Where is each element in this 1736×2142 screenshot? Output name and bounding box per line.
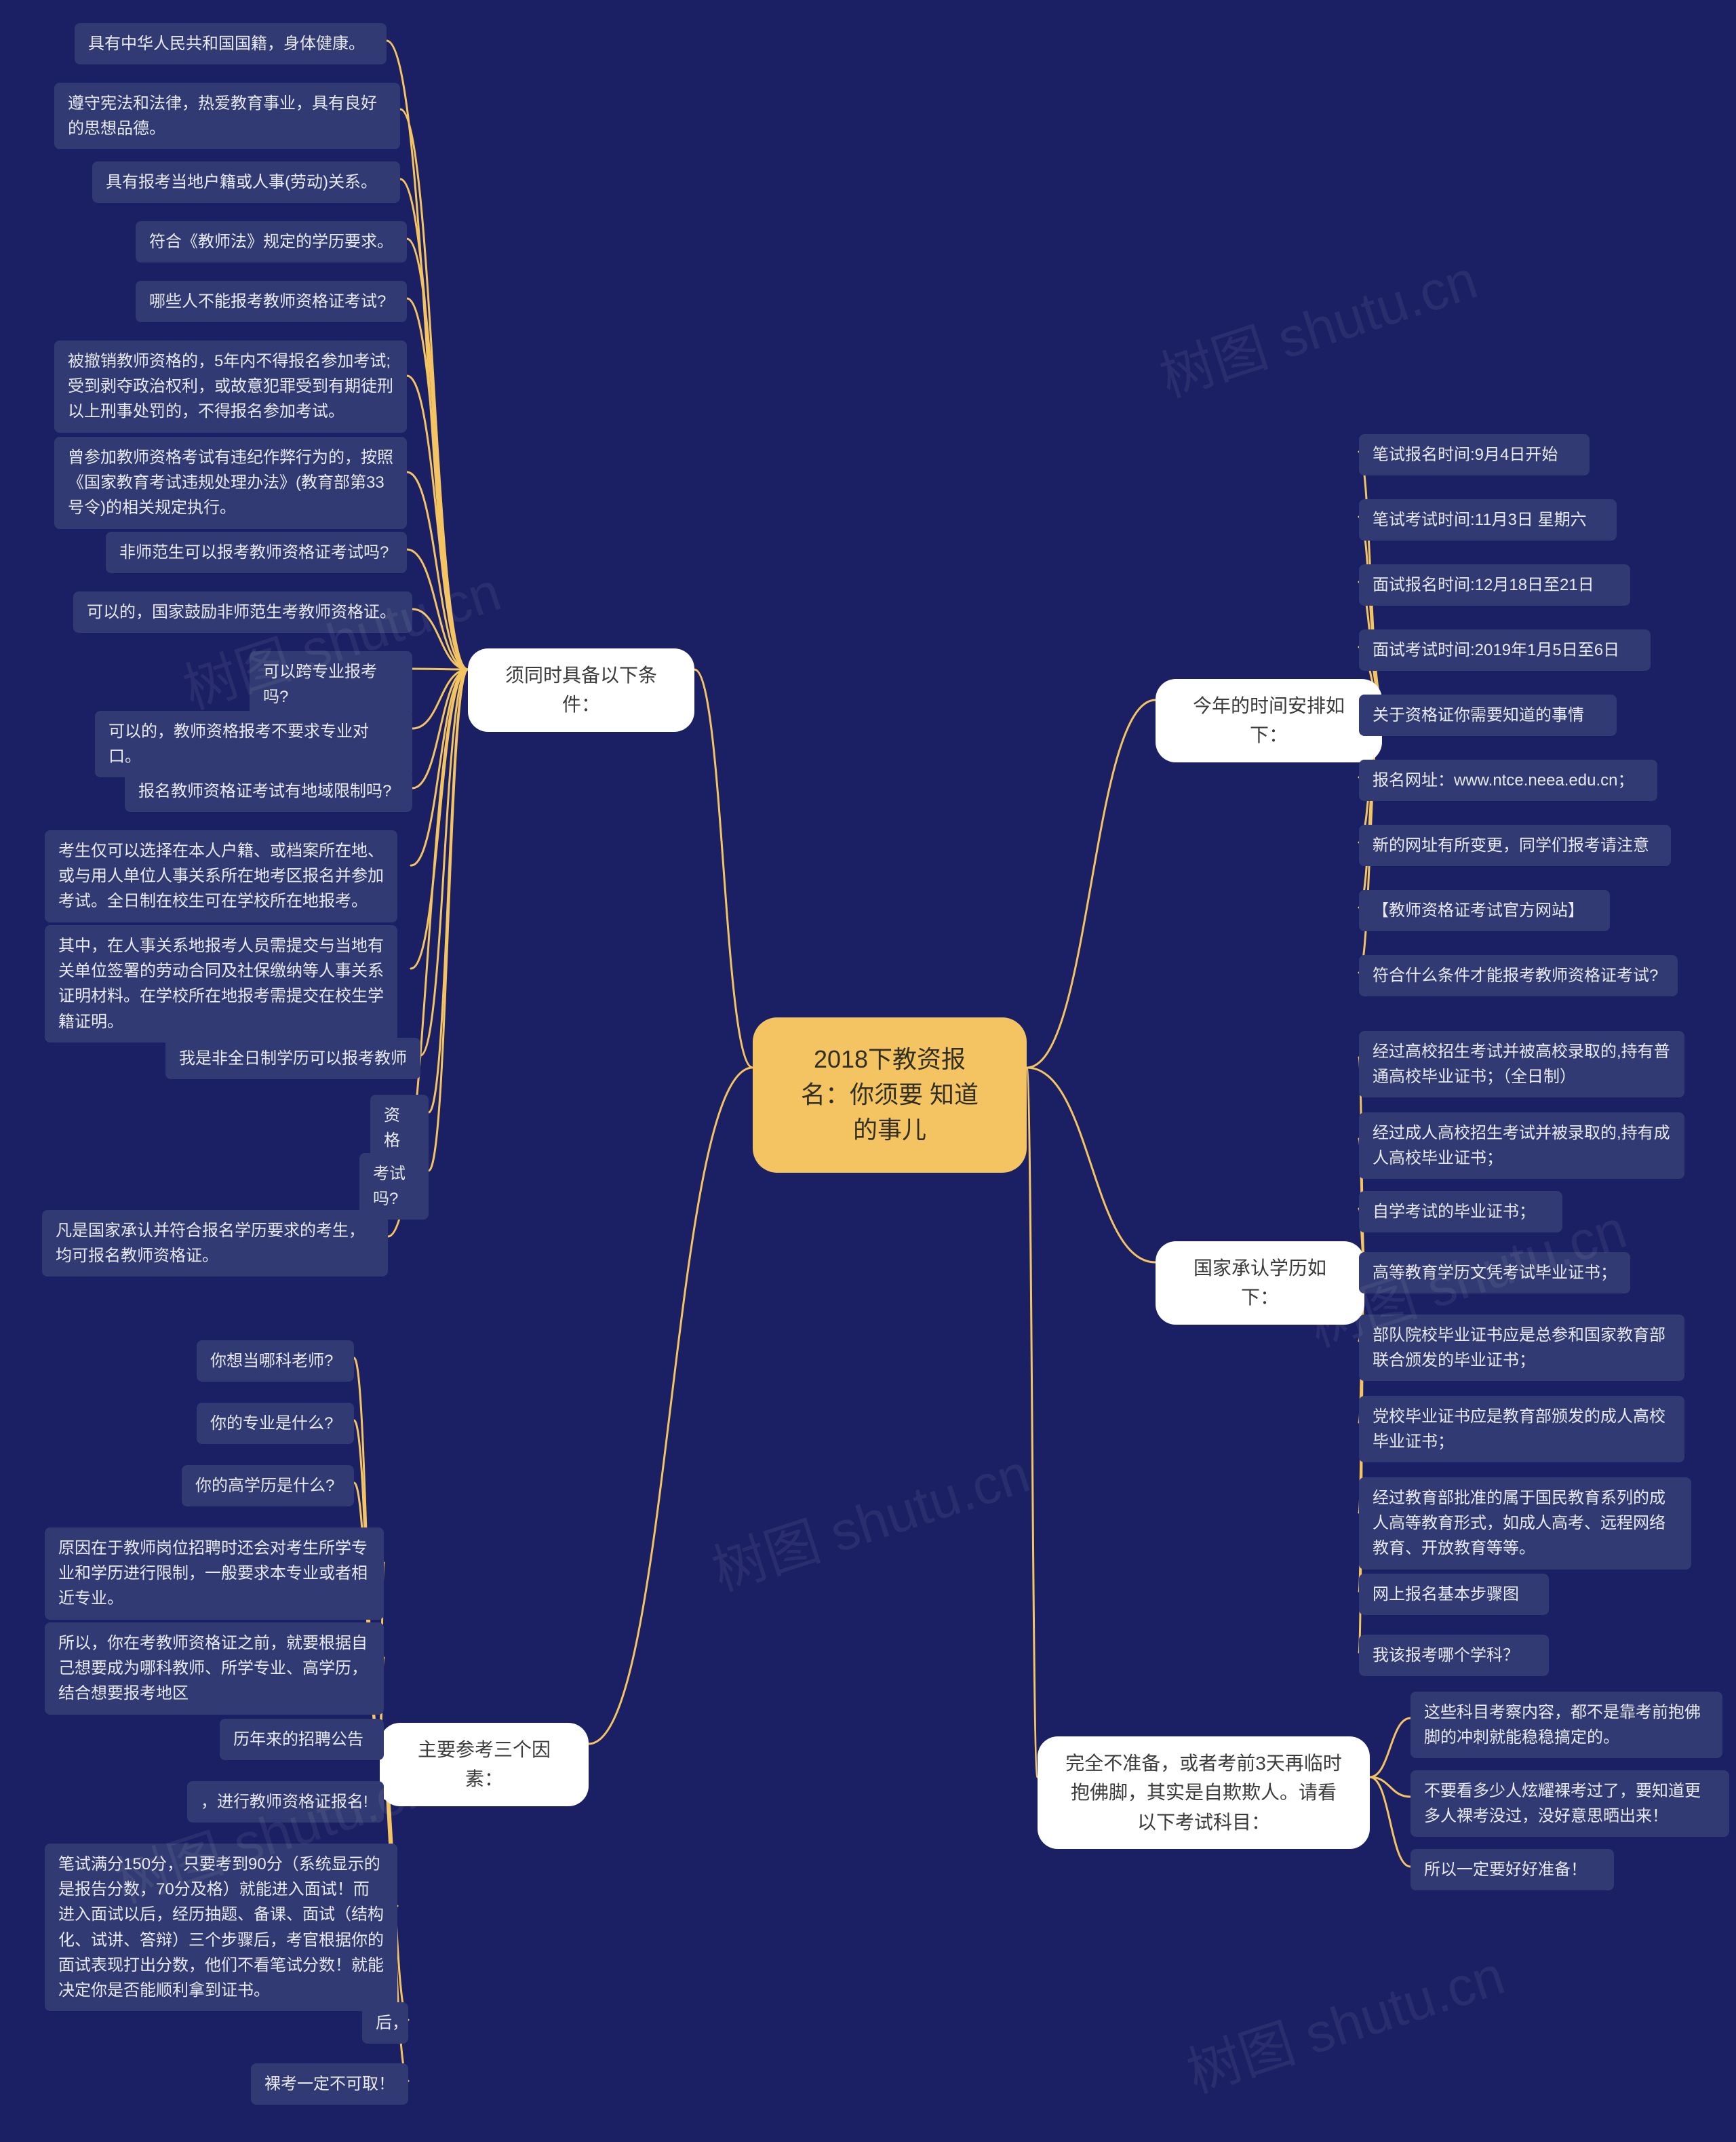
leaf-f6: 历年来的招聘公告: [220, 1719, 384, 1760]
leaf-e6: 党校毕业证书应是教育部颁发的成人高校毕业证书；: [1359, 1396, 1684, 1462]
branch-b_prep: 完全不准备，或者考前3天再临时抱佛脚，其实是自欺欺人。请看以下考试科目：: [1038, 1736, 1370, 1849]
leaf-p2: 不要看多少人炫耀裸考过了，要知道更多人裸考没过，没好意思晒出来！: [1410, 1770, 1729, 1837]
branch-b_time: 今年的时间安排如下：: [1156, 679, 1382, 762]
leaf-c8: 非师范生可以报考教师资格证考试吗?: [106, 532, 407, 573]
leaf-f9: 后，: [362, 2002, 408, 2044]
watermark: 树图 shutu.cn: [1149, 236, 1486, 412]
leaf-f4: 原因在于教师岗位招聘时还会对考生所学专业和学历进行限制，一般要求本专业或者相近专…: [45, 1527, 384, 1620]
leaf-e1: 经过高校招生考试并被高校录取的,持有普通高校毕业证书；（全日制）: [1359, 1031, 1684, 1097]
leaf-c14: 其中，在人事关系地报考人员需提交与当地有关单位签署的劳动合同及社保缴纳等人事关系…: [45, 925, 397, 1043]
leaf-e5: 部队院校毕业证书应是总参和国家教育部联合颁发的毕业证书；: [1359, 1315, 1684, 1381]
leaf-f2: 你的专业是什么?: [197, 1403, 354, 1444]
branch-b_edu: 国家承认学历如下：: [1156, 1241, 1364, 1325]
watermark: 树图 shutu.cn: [701, 1430, 1038, 1606]
leaf-e4: 高等教育学历文凭考试毕业证书；: [1359, 1252, 1630, 1293]
leaf-t7: 新的网址有所变更，同学们报考请注意: [1359, 825, 1671, 866]
leaf-c10: 可以跨专业报考吗?: [250, 651, 412, 718]
leaf-t6: 报名网址：www.ntce.neea.edu.cn；: [1359, 760, 1657, 801]
leaf-c18: 凡是国家承认并符合报名学历要求的考生，均可报名教师资格证。: [42, 1210, 388, 1277]
leaf-c1: 具有中华人民共和国国籍，身体健康。: [75, 23, 387, 64]
leaf-e9: 我该报考哪个学科？: [1359, 1635, 1549, 1676]
leaf-c12: 报名教师资格证考试有地域限制吗?: [125, 771, 412, 812]
leaf-f7: ，进行教师资格证报名!: [187, 1781, 384, 1823]
leaf-e3: 自学考试的毕业证书；: [1359, 1191, 1562, 1232]
leaf-t8: 【教师资格证考试官方网站】: [1359, 890, 1610, 931]
leaf-e8: 网上报名基本步骤图: [1359, 1574, 1549, 1615]
leaf-c3: 具有报考当地户籍或人事(劳动)关系。: [92, 161, 400, 203]
leaf-f1: 你想当哪科老师?: [197, 1340, 354, 1382]
leaf-f8: 笔试满分150分，只要考到90分（系统显示的是报告分数，70分及格）就能进入面试…: [45, 1844, 397, 2011]
leaf-t5: 关于资格证你需要知道的事情: [1359, 695, 1617, 736]
watermark: 树图 shutu.cn: [1176, 1932, 1513, 2108]
leaf-c5: 哪些人不能报考教师资格证考试?: [136, 281, 407, 322]
leaf-f5: 所以，你在考教师资格证之前，就要根据自己想要成为哪科教师、所学专业、高学历，结合…: [45, 1622, 384, 1715]
leaf-p1: 这些科目考察内容，都不是靠考前抱佛脚的冲刺就能稳稳搞定的。: [1410, 1692, 1722, 1758]
leaf-t3: 面试报名时间:12月18日至21日: [1359, 564, 1630, 606]
branch-b_factor: 主要参考三个因素：: [380, 1723, 589, 1806]
leaf-t2: 笔试考试时间:11月3日 星期六: [1359, 499, 1617, 541]
mindmap-root: 2018下教资报名：你须要 知道的事儿: [753, 1017, 1027, 1173]
leaf-c7: 曾参加教师资格考试有违纪作弊行为的，按照《国家教育考试违规处理办法》(教育部第3…: [54, 437, 407, 529]
leaf-f3: 你的高学历是什么?: [182, 1465, 354, 1506]
leaf-p3: 所以一定要好好准备！: [1410, 1849, 1614, 1890]
leaf-c15: 我是非全日制学历可以报考教师: [165, 1038, 420, 1079]
leaf-c6: 被撤销教师资格的，5年内不得报名参加考试;受到剥夺政治权利，或故意犯罪受到有期徒…: [54, 340, 407, 433]
leaf-c4: 符合《教师法》规定的学历要求。: [136, 221, 407, 262]
leaf-e2: 经过成人高校招生考试并被录取的,持有成人高校毕业证书；: [1359, 1112, 1684, 1179]
leaf-e7: 经过教育部批准的属于国民教育系列的成人高等教育形式，如成人高考、远程网络教育、开…: [1359, 1477, 1691, 1570]
leaf-f10: 裸考一定不可取！: [251, 2063, 408, 2105]
leaf-c11: 可以的，教师资格报考不要求专业对口。: [95, 711, 412, 777]
leaf-t4: 面试考试时间:2019年1月5日至6日: [1359, 629, 1651, 671]
leaf-c9: 可以的，国家鼓励非师范生考教师资格证。: [73, 591, 412, 633]
leaf-t1: 笔试报名时间:9月4日开始: [1359, 434, 1590, 475]
leaf-c13: 考生仅可以选择在本人户籍、或档案所在地、或与用人单位人事关系所在地考区报名并参加…: [45, 830, 397, 922]
branch-b_cond: 须同时具备以下条件：: [468, 648, 694, 732]
leaf-t9: 符合什么条件才能报考教师资格证考试?: [1359, 955, 1678, 996]
leaf-c2: 遵守宪法和法律，热爱教育事业，具有良好的思想品德。: [54, 83, 400, 149]
